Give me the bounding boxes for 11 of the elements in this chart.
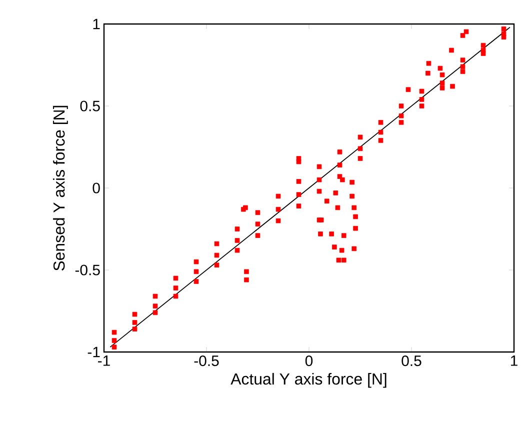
x-tick-label: 1 [510, 356, 518, 366]
y-tick-label: 0.5 [80, 100, 100, 112]
x-tick-label: 0.5 [402, 356, 422, 366]
x-tick-label: -0.5 [194, 356, 219, 366]
y-tick-label: 1 [93, 18, 100, 30]
y-tick-label: 0 [92, 182, 100, 194]
y-tick-label: -0.5 [75, 264, 100, 276]
x-axis-title: Actual Y axis force [N] [230, 372, 386, 388]
y-tick-label: -1 [88, 346, 100, 358]
x-tick-label: 0 [305, 356, 313, 366]
y-axis-title: Sensed Y axis force [N] [53, 106, 68, 271]
